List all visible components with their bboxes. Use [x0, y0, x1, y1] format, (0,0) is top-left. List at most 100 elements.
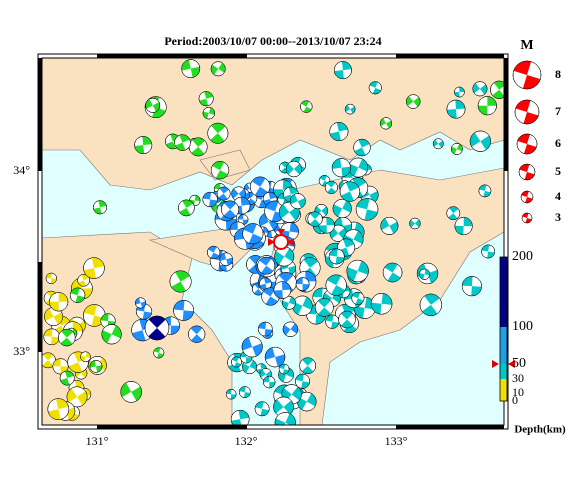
beachball-outline: [512, 60, 542, 90]
beachball-quadrant: [332, 158, 351, 177]
beachball-outline: [181, 59, 201, 78]
beachball-quadrant: [340, 311, 354, 329]
beachball-quadrant: [263, 376, 276, 388]
main-event-marker: [268, 229, 294, 246]
beachball-quadrant: [470, 132, 491, 150]
beachball-quadrant: [380, 218, 399, 234]
beachball-quadrant: [292, 296, 313, 315]
beachball-outline: [207, 245, 221, 260]
beachball-outline: [221, 200, 240, 219]
beachball-outline: [257, 256, 276, 275]
beachball-quadrant: [329, 227, 347, 240]
depth-label: 30: [512, 371, 524, 385]
beachball-quadrant: [274, 248, 294, 265]
magnitude-legend: 8 7 6 5 4 3: [512, 60, 561, 224]
beachball-outline: [66, 386, 88, 408]
beachball-outline: [225, 388, 237, 400]
beachball-quadrant: [492, 81, 504, 99]
beachball-quadrant: [190, 325, 203, 343]
beachball-quadrant: [297, 393, 317, 410]
beachball-quadrant: [273, 399, 294, 415]
beachball-outline: [332, 198, 352, 219]
beachball-outline: [52, 358, 69, 375]
beachball-quadrant: [171, 270, 190, 293]
beachball-quadrant: [239, 386, 251, 398]
beachball-quadrant: [71, 277, 93, 300]
beachball-quadrant: [454, 86, 465, 98]
beachball-quadrant: [279, 364, 289, 375]
beachball-quadrant: [60, 329, 74, 347]
beachball-quadrant: [522, 212, 532, 224]
beachball-outline: [516, 133, 538, 155]
beachball-quadrant: [242, 337, 263, 357]
beachball-quadrant: [66, 388, 88, 406]
beachball-outline: [314, 298, 334, 317]
beachball-outline: [307, 211, 323, 227]
beachball-outline: [202, 106, 215, 120]
beachball-quadrant: [419, 269, 430, 280]
beachball-quadrant: [46, 273, 57, 284]
magnitude-label: 3: [555, 210, 561, 224]
beachball-outline: [45, 272, 57, 284]
beachball-quadrant: [251, 176, 269, 197]
beachball-quadrant: [325, 314, 340, 329]
beachball-quadrant: [134, 136, 152, 154]
beachball-outline: [263, 375, 276, 389]
depth-label: 50: [512, 356, 526, 371]
beachball-quadrant: [340, 181, 359, 202]
beachball-quadrant: [42, 352, 54, 368]
beachball-quadrant: [332, 200, 352, 217]
beachball-outline: [406, 94, 421, 109]
beachball-quadrant: [329, 122, 348, 141]
beachball-outline: [450, 143, 463, 155]
beachball-quadrant: [448, 206, 459, 220]
lat-label: 34°: [13, 163, 30, 177]
beachball-quadrant: [422, 293, 440, 316]
beachball-quadrant: [345, 104, 356, 114]
beachball-outline: [230, 409, 250, 425]
beachball-quadrant: [263, 287, 278, 306]
beachball-quadrant: [279, 204, 300, 221]
beachball-quadrant: [202, 107, 215, 119]
beachball-outline: [47, 398, 70, 420]
beachball-quadrant: [199, 91, 214, 106]
depth-label: 0: [512, 393, 518, 407]
beachball-quadrant: [120, 382, 142, 401]
beachball-outline: [88, 356, 107, 375]
beachball-quadrant: [83, 304, 105, 327]
map-frame: [41, 57, 505, 426]
beachball-outline: [339, 181, 361, 202]
beachball-outline: [380, 216, 399, 235]
beachball-quadrant: [52, 358, 69, 375]
beachball-quadrant: [223, 200, 237, 219]
outer-frame: [37, 53, 509, 430]
beachball-quadrant: [243, 223, 263, 244]
beachball-quadrant: [208, 246, 220, 259]
magnitude-label: 5: [555, 164, 561, 178]
beachball-outline: [355, 198, 379, 221]
beachball-outline: [299, 357, 317, 375]
beachball-quadrant: [318, 217, 335, 234]
magnitude-label: 4: [555, 189, 561, 203]
beachball-outline: [282, 321, 299, 337]
beachball-quadrant: [290, 194, 306, 209]
beachball-quadrant: [175, 134, 190, 151]
beachball-outline: [210, 61, 226, 77]
beachball-quadrant: [202, 192, 218, 207]
lat-label: 33°: [13, 344, 30, 358]
beachball-quadrant: [70, 287, 85, 303]
depth-title: Depth(km): [514, 424, 566, 436]
beachball-outline: [324, 180, 338, 194]
beachball-outline: [382, 262, 403, 283]
beachball-quadrant: [369, 81, 381, 95]
beachball-quadrant: [44, 308, 63, 325]
beachball-outline: [278, 363, 290, 375]
beachball-outline: [353, 138, 371, 157]
beachball-quadrant: [472, 83, 488, 95]
beachball-quadrant: [352, 292, 364, 305]
beachball-outline: [134, 136, 153, 154]
beachball-quadrant: [295, 373, 310, 389]
beachball-outline: [346, 259, 369, 283]
magnitude-label: 8: [555, 67, 561, 81]
